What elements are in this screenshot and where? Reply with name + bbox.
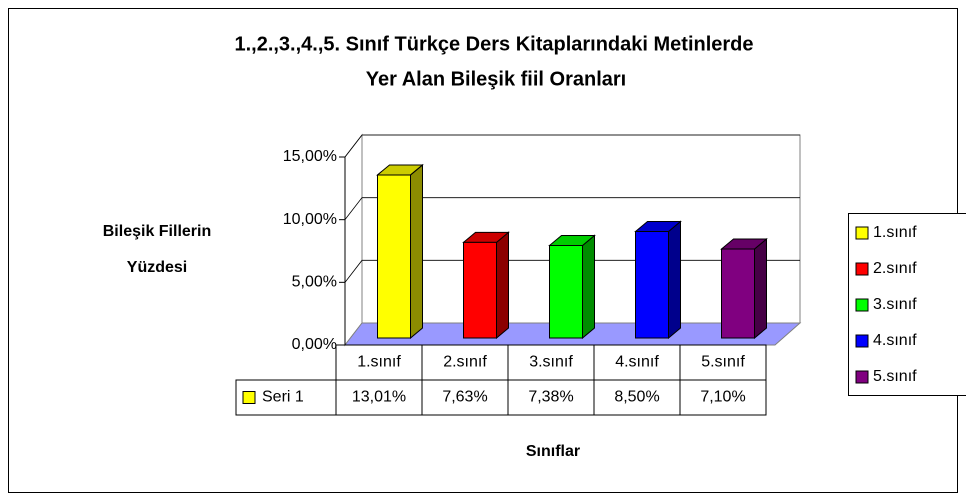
bar-front xyxy=(377,174,411,339)
y-tick-label: 15,00% xyxy=(283,148,337,165)
legend-label: 2.sınıf xyxy=(873,260,917,277)
x-tick-label: 2.sınıf xyxy=(443,354,487,371)
y-tick-label: 5,00% xyxy=(292,274,337,291)
legend-key xyxy=(855,226,869,240)
legend-label: 1.sınıf xyxy=(873,224,917,241)
legend-label: 3.sınıf xyxy=(873,296,917,313)
bar xyxy=(720,237,768,340)
bar xyxy=(548,234,596,340)
legend-key xyxy=(855,262,869,276)
value-label: 7,63% xyxy=(442,389,487,406)
x-tick-label: 3.sınıf xyxy=(529,354,573,371)
legend-label: 4.sınıf xyxy=(873,332,917,349)
legend-key xyxy=(855,334,869,348)
value-label: 7,10% xyxy=(700,389,745,406)
bar-side xyxy=(496,231,509,340)
grid-line xyxy=(344,134,800,158)
bar-side xyxy=(668,220,681,340)
table-cell xyxy=(235,379,337,416)
bar-front xyxy=(721,248,755,339)
x-tick-label: 5.sınıf xyxy=(701,354,745,371)
bar-side xyxy=(754,237,767,340)
y-tick-label: 0,00% xyxy=(292,336,337,353)
table-cell xyxy=(679,379,767,416)
chart-title: 1.,2.,3.,4.,5. Sınıf Türkçe Ders Kitapla… xyxy=(234,33,753,55)
value-label: 8,50% xyxy=(614,389,659,406)
value-label: 7,38% xyxy=(528,389,573,406)
x-axis-label: Sınıflar xyxy=(526,443,580,460)
bar xyxy=(462,231,510,340)
bar xyxy=(376,163,424,340)
value-label: 13,01% xyxy=(352,389,406,406)
y-axis-label: Bileşik Fillerin xyxy=(103,223,211,240)
bar-side xyxy=(410,163,423,340)
bar-front xyxy=(463,241,497,339)
x-tick-label: 4.sınıf xyxy=(615,354,659,371)
side-wall xyxy=(344,133,363,347)
series-name: Seri 1 xyxy=(262,389,304,406)
legend-key xyxy=(242,391,256,404)
legend-key xyxy=(855,370,869,384)
grid-line xyxy=(344,197,800,220)
legend-label: 5.sınıf xyxy=(873,368,917,385)
bar-front xyxy=(549,245,583,339)
x-tick-label: 1.sınıf xyxy=(357,354,401,371)
bar-side xyxy=(582,234,595,340)
y-tick-label: 10,00% xyxy=(283,211,337,228)
y-axis-label: Yüzdesi xyxy=(127,259,187,276)
chart-title: Yer Alan Bileşik fiil Oranları xyxy=(366,68,626,90)
bar-front xyxy=(635,230,669,339)
bar xyxy=(634,220,682,340)
legend-key xyxy=(855,298,869,312)
